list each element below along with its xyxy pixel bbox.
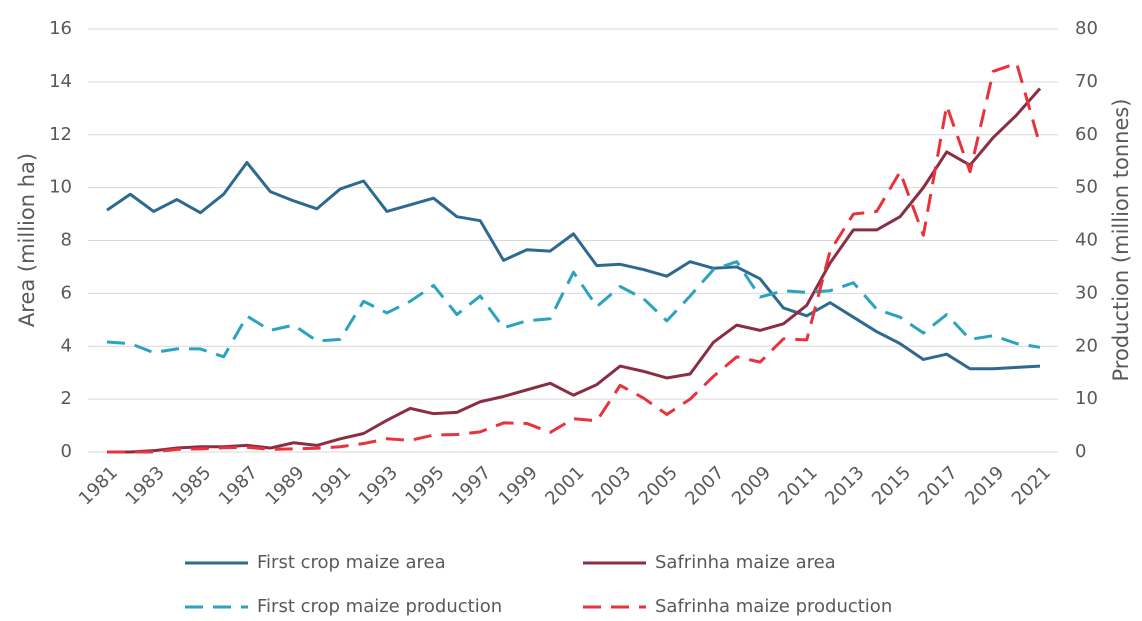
y2-tick-label: 40 bbox=[1075, 230, 1098, 251]
x-tick-label: 1985 bbox=[168, 462, 215, 509]
x-tick-label: 1987 bbox=[215, 462, 262, 509]
series-line bbox=[107, 87, 1042, 454]
series-line bbox=[106, 161, 1041, 371]
y2-tick-label: 20 bbox=[1075, 335, 1098, 356]
y-tick-label: 0 bbox=[61, 441, 72, 462]
x-tick-label: 1993 bbox=[355, 462, 402, 509]
x-tick-label: 2011 bbox=[775, 462, 822, 509]
y2-tick-label: 0 bbox=[1075, 441, 1086, 462]
y2-tick-label: 50 bbox=[1075, 177, 1098, 198]
y2-axis-title: Production (million tonnes) bbox=[1109, 99, 1133, 382]
y-tick-label: 14 bbox=[49, 71, 72, 92]
x-tick-label: 1983 bbox=[121, 462, 168, 509]
x-tick-label: 1981 bbox=[75, 462, 122, 509]
x-tick-label: 1997 bbox=[448, 462, 495, 509]
x-tick-label: 1989 bbox=[261, 462, 308, 509]
x-tick-label: 1995 bbox=[401, 462, 448, 509]
x-tick-label: 1999 bbox=[495, 462, 542, 509]
legend-label: Safrinha maize area bbox=[655, 552, 836, 573]
y-tick-label: 8 bbox=[61, 230, 72, 251]
y-axis-title: Area (million ha) bbox=[15, 153, 39, 327]
x-tick-label: 2015 bbox=[868, 462, 915, 509]
x-tick-label: 2019 bbox=[961, 462, 1008, 509]
x-tick-label: 1991 bbox=[308, 462, 355, 509]
x-tick-label: 2001 bbox=[541, 462, 588, 509]
y2-tick-label: 70 bbox=[1075, 71, 1098, 92]
y-tick-label: 4 bbox=[61, 335, 72, 356]
legend-label: First crop maize area bbox=[257, 552, 446, 573]
x-tick-label: 2003 bbox=[588, 462, 635, 509]
x-tick-label: 2005 bbox=[635, 462, 682, 509]
y2-tick-label: 10 bbox=[1075, 388, 1098, 409]
y2-tick-label: 80 bbox=[1075, 18, 1098, 39]
x-tick-label: 2007 bbox=[681, 462, 728, 509]
x-tick-label: 2009 bbox=[728, 462, 775, 509]
y2-tick-label: 30 bbox=[1075, 282, 1098, 303]
series-line bbox=[106, 260, 1041, 359]
y-tick-label: 2 bbox=[61, 388, 72, 409]
y-tick-label: 10 bbox=[49, 177, 72, 198]
legend-label: First crop maize production bbox=[257, 596, 502, 617]
y-tick-label: 6 bbox=[61, 282, 72, 303]
x-tick-label: 2021 bbox=[1008, 462, 1055, 509]
x-tick-label: 2013 bbox=[821, 462, 868, 509]
x-tick-label: 2017 bbox=[915, 462, 962, 509]
y-tick-label: 16 bbox=[49, 18, 72, 39]
series-line bbox=[107, 61, 1042, 454]
y-tick-label: 12 bbox=[49, 124, 72, 145]
y2-tick-label: 60 bbox=[1075, 124, 1098, 145]
legend-label: Safrinha maize production bbox=[655, 596, 892, 617]
